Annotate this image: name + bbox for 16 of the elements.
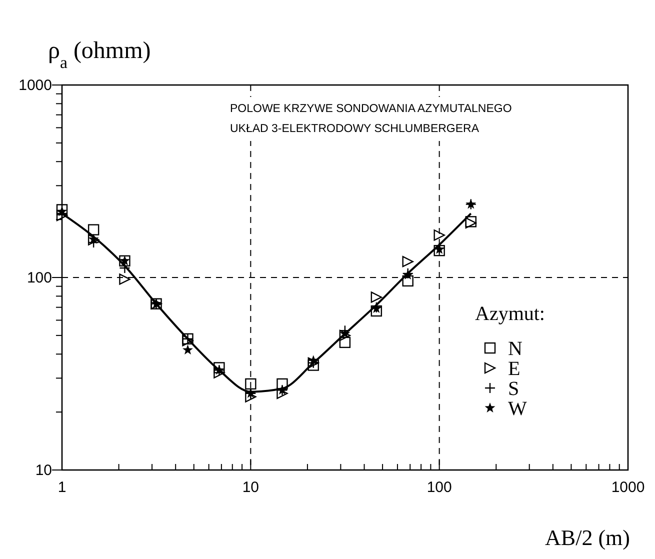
annotation: UKŁAD 3-ELEKTRODOWY SCHLUMBERGERA [230,123,480,135]
y-tick-label: 1000 [18,77,52,94]
y-tick-label: 10 [35,462,52,479]
legend-label: W [508,398,527,420]
x-tick-label: 100 [426,479,452,496]
legend-label: E [508,358,520,380]
annotation: POLOWE KRZYWE SONDOWANIA AZYMUTALNEGO [230,103,512,115]
legend-title: Azymut: [475,303,545,325]
x-axis-title: AB/2 (m) [545,525,630,550]
x-tick-label: 1 [58,479,66,496]
x-tick-label: 1000 [611,479,645,496]
legend-label: N [508,338,522,360]
x-tick-label: 10 [242,479,260,496]
legend-label: S [508,378,520,400]
y-tick-label: 100 [26,270,52,286]
y-axis-title: ρ$_{a}$ (ohmm) [48,38,151,72]
